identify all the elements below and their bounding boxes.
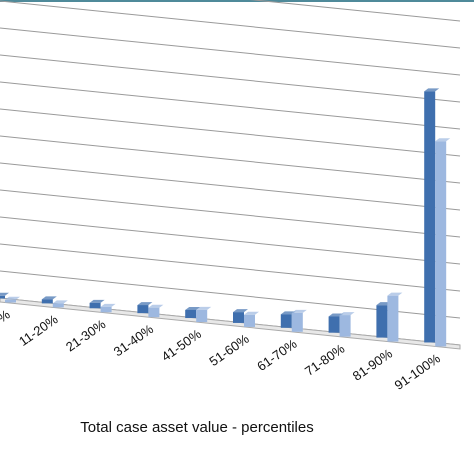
grid-line (0, 27, 461, 76)
grid-line (0, 108, 461, 157)
bar-top (424, 88, 440, 92)
top-border (0, 0, 474, 2)
x-tick-label: 31-40% (111, 321, 157, 359)
x-tick-label: 21-30% (63, 316, 109, 354)
bar-top (41, 296, 57, 300)
bar (376, 305, 388, 338)
bar (424, 91, 436, 343)
grid-line (0, 135, 461, 184)
bar (5, 299, 16, 303)
x-tick-label: 71-80% (302, 341, 348, 379)
bar-top (52, 300, 68, 304)
grid-line (0, 0, 461, 49)
x-tick-label: 61-70% (254, 336, 300, 374)
bar (387, 295, 399, 342)
bar-top (137, 302, 153, 306)
x-tick-label: 41-50% (159, 326, 205, 364)
bar-top (89, 299, 105, 303)
grid-line (0, 189, 461, 238)
grid-line (0, 81, 461, 130)
bar (89, 302, 101, 309)
bar (291, 312, 303, 332)
bar (148, 307, 160, 318)
bar-top (185, 306, 201, 310)
bar-top (435, 138, 451, 142)
bar (339, 315, 351, 337)
x-tick-label: 91-100% (392, 350, 444, 392)
bar (41, 299, 53, 304)
bar (196, 309, 208, 323)
bar-top (148, 304, 164, 308)
bar (328, 316, 340, 333)
bar-top (196, 306, 212, 310)
bar (435, 141, 447, 347)
bar-top (291, 309, 307, 313)
bar-top (100, 303, 116, 307)
x-tick-label: 0-10% (0, 306, 13, 340)
bar-top (0, 292, 9, 296)
bar (0, 295, 5, 299)
bar (185, 309, 197, 319)
bar (137, 305, 149, 314)
bar (233, 312, 244, 323)
bar-top (233, 309, 248, 313)
bar (52, 303, 64, 308)
grid-line (0, 216, 461, 265)
x-tick-label: 81-90% (350, 346, 396, 384)
grid-line (0, 54, 461, 103)
bar (100, 306, 112, 313)
grid-line (249, 0, 461, 22)
bar-top (244, 311, 259, 315)
grid-line (0, 243, 461, 292)
x-tick-label: 11-20% (16, 311, 61, 349)
bar-top (387, 292, 403, 296)
bar-top (339, 312, 355, 316)
bar-top (5, 296, 20, 300)
x-tick-label: 51-60% (206, 331, 252, 369)
bar (280, 314, 292, 328)
bar (244, 314, 255, 327)
grid-line (0, 162, 461, 211)
x-axis-title: Total case asset value - percentiles (80, 419, 313, 436)
